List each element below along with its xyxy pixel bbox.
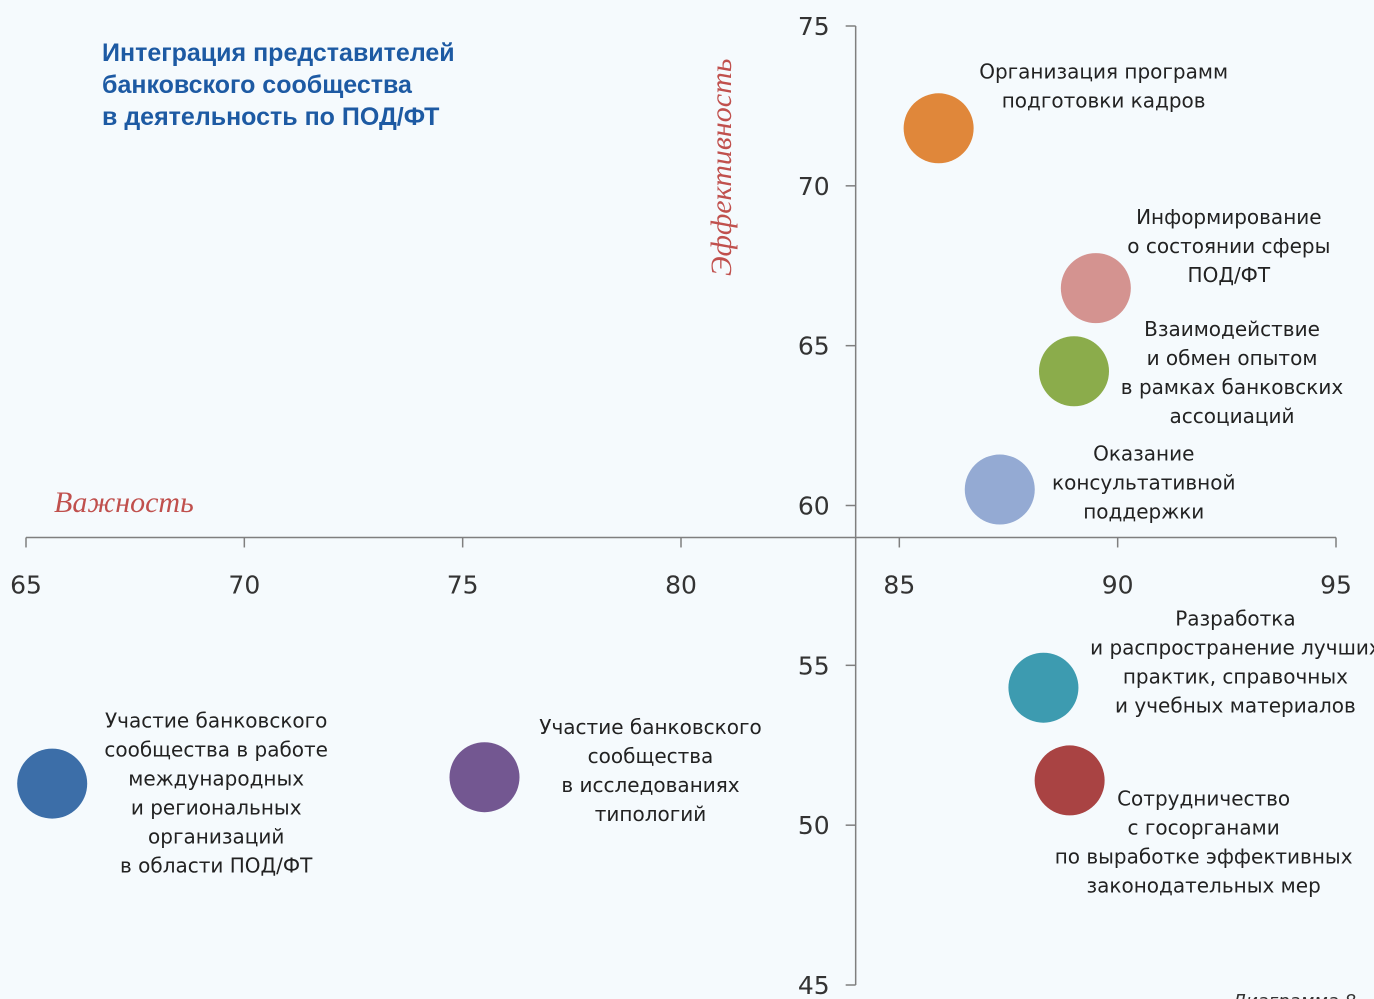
data-point-bubble (449, 742, 520, 813)
y-tick-label: 60 (798, 492, 830, 521)
data-point-label: Организация программ подготовки кадров (979, 59, 1228, 112)
data-points (17, 93, 1131, 819)
data-point-label: Участие банковского сообщества в работе ме… (104, 709, 328, 878)
x-tick-label: 90 (1102, 570, 1134, 599)
data-point-bubble (964, 454, 1035, 525)
y-tick-label: 50 (798, 811, 830, 840)
y-tick-label: 55 (798, 651, 830, 680)
x-tick-label: 65 (10, 570, 42, 599)
data-point-label: Участие банковского сообщества в исследова… (539, 715, 761, 826)
diagram-caption: Диаграмма 8 (1231, 991, 1356, 999)
data-point-bubble (1060, 253, 1131, 324)
y-axis-title: Эффективность (705, 59, 738, 276)
data-point-bubble (1034, 745, 1105, 816)
data-point-bubble (903, 93, 974, 164)
data-point-label: Оказание консультативной поддержки (1052, 442, 1235, 524)
chart-title: Интеграция представителей банковского соо… (102, 39, 455, 131)
y-tick-label: 75 (798, 12, 830, 41)
data-point-bubble (17, 748, 88, 819)
y-tick-label: 65 (798, 332, 830, 361)
data-point-bubble (1039, 336, 1109, 407)
x-tick-label: 95 (1320, 570, 1352, 599)
data-point-label: Разработка и распространение лучших практи… (1090, 607, 1374, 718)
axes: 65 70 75 80 85 90 95 45 50 55 60 65 70 75 Важность Эффе… (10, 12, 1352, 999)
x-tick-label: 80 (665, 570, 697, 599)
point-labels: Организация программ подготовки кадров Инф… (104, 59, 1374, 897)
chart-title-line: банковского сообщества (102, 71, 413, 99)
chart-title-line: в деятельность по ПОД/ФТ (102, 103, 439, 131)
y-tick-label: 45 (798, 971, 830, 999)
x-tick-label: 75 (447, 570, 479, 599)
chart-title-line: Интеграция представителей (102, 39, 455, 67)
data-point-label: Взаимодействие и обмен опытом в рамках бан… (1121, 317, 1344, 428)
x-axis-title: Важность (54, 486, 194, 519)
y-tick-label: 70 (798, 172, 830, 201)
x-tick-label: 85 (883, 570, 915, 599)
x-tick-label: 70 (228, 570, 260, 599)
data-point-label: Информирование о состоянии сферы ПОД/ФТ (1127, 205, 1330, 287)
data-point-label: Сотрудничество с госорганами по выработке … (1055, 786, 1353, 897)
data-point-bubble (1008, 652, 1079, 723)
